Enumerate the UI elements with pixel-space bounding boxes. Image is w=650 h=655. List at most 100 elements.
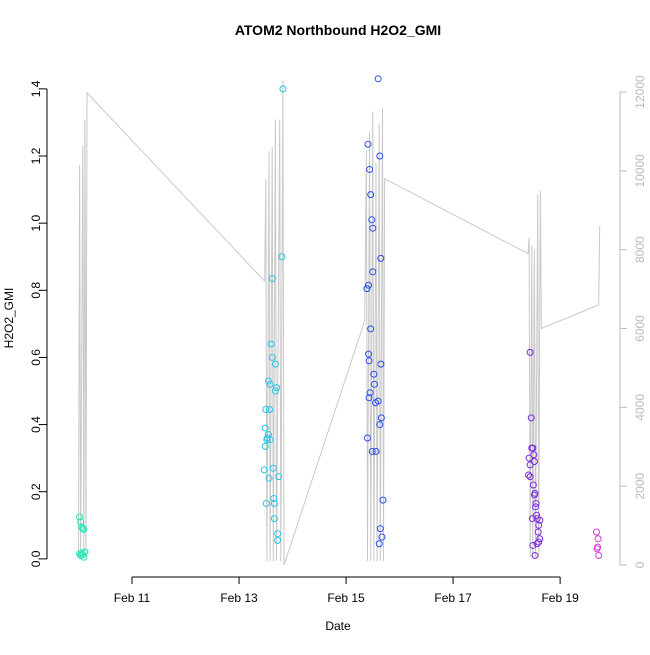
data-point <box>529 481 537 489</box>
data-point <box>270 499 278 507</box>
data-point <box>595 552 603 560</box>
y-tick-label: 0.0 <box>29 550 43 567</box>
data-point <box>378 533 386 541</box>
y-tick-label: 0.8 <box>29 282 43 299</box>
data-point <box>536 535 544 543</box>
data-point <box>365 357 373 365</box>
data-point <box>266 436 274 444</box>
data-point <box>527 414 535 422</box>
data-point <box>366 389 374 397</box>
x-tick-label: Feb 17 <box>434 591 472 605</box>
y-axis-label: H2O2_GMI <box>2 288 16 349</box>
y2-tick-label: 12000 <box>633 75 647 109</box>
data-point <box>533 511 541 519</box>
data-point <box>531 552 539 560</box>
data-point <box>278 253 286 261</box>
data-point <box>370 370 378 378</box>
data-point <box>374 397 382 405</box>
x-tick-label: Feb 11 <box>114 591 151 605</box>
data-point <box>593 528 601 536</box>
data-point <box>266 380 274 388</box>
x-tick-label: Feb 19 <box>541 591 579 605</box>
data-point <box>261 424 269 432</box>
chart-title: ATOM2 Northbound H2O2_GMI <box>235 22 441 38</box>
data-point <box>375 540 383 548</box>
data-point <box>80 525 88 533</box>
y-tick-label: 0.6 <box>29 349 43 366</box>
data-point <box>377 414 385 422</box>
y2-tick-label: 6000 <box>633 315 647 342</box>
data-point <box>374 75 382 83</box>
data-point <box>368 447 376 455</box>
y-tick-label: 0.4 <box>29 416 43 433</box>
data-point <box>531 489 539 497</box>
data-point <box>532 499 540 507</box>
data-point <box>368 216 376 224</box>
data-point <box>367 191 375 199</box>
data-point <box>264 431 272 439</box>
data-point <box>268 353 276 361</box>
x-tick-label: Feb 15 <box>327 591 365 605</box>
altitude-line <box>78 80 601 566</box>
data-point <box>370 380 378 388</box>
data-point <box>379 496 387 504</box>
data-point <box>376 152 384 160</box>
data-point <box>270 494 278 502</box>
data-point <box>265 474 273 482</box>
x-tick-label: Feb 13 <box>220 591 258 605</box>
data-point <box>274 530 282 538</box>
y2-tick-label: 8000 <box>633 236 647 263</box>
data-point <box>365 394 373 402</box>
x-axis-label: Date <box>325 619 351 633</box>
y2-tick-label: 4000 <box>633 394 647 421</box>
data-point <box>526 461 534 469</box>
data-point <box>269 464 277 472</box>
data-point <box>594 543 602 551</box>
data-point <box>272 384 280 392</box>
data-point <box>275 473 283 481</box>
data-point <box>76 513 84 521</box>
data-point <box>363 434 371 442</box>
data-point <box>530 451 538 459</box>
data-point <box>529 541 537 549</box>
data-point <box>366 165 374 173</box>
data-point <box>534 528 542 536</box>
data-point <box>262 405 270 413</box>
y-tick-label: 1.0 <box>29 214 43 231</box>
data-point <box>77 518 85 526</box>
data-point <box>81 548 89 556</box>
data-point <box>369 268 377 276</box>
data-point <box>377 360 385 368</box>
data-point <box>594 535 602 543</box>
data-point <box>530 458 538 466</box>
data-point <box>365 281 373 289</box>
y2-tick-label: 2000 <box>633 472 647 499</box>
data-point <box>271 387 279 395</box>
data-point <box>80 553 88 561</box>
data-point <box>78 523 86 531</box>
y2-tick-label: 0 <box>633 561 647 568</box>
data-point <box>535 521 543 529</box>
data-point <box>260 466 268 474</box>
data-point <box>266 405 274 413</box>
data-point <box>535 538 543 546</box>
data-point <box>367 325 375 333</box>
data-point <box>270 515 278 523</box>
y-tick-label: 0.2 <box>29 483 43 500</box>
data-point <box>261 442 269 450</box>
data-point <box>525 471 533 479</box>
y-tick-label: 1.2 <box>29 147 43 164</box>
data-point <box>267 340 275 348</box>
data-point <box>369 224 377 232</box>
data-point <box>525 454 533 462</box>
data-point <box>529 444 537 452</box>
data-point <box>536 516 544 524</box>
y-tick-label: 1.4 <box>29 80 43 97</box>
data-point <box>262 499 270 507</box>
data-point <box>376 525 384 533</box>
data-point <box>274 536 282 544</box>
data-point <box>526 473 534 481</box>
data-point <box>268 275 276 283</box>
data-point <box>264 377 272 385</box>
